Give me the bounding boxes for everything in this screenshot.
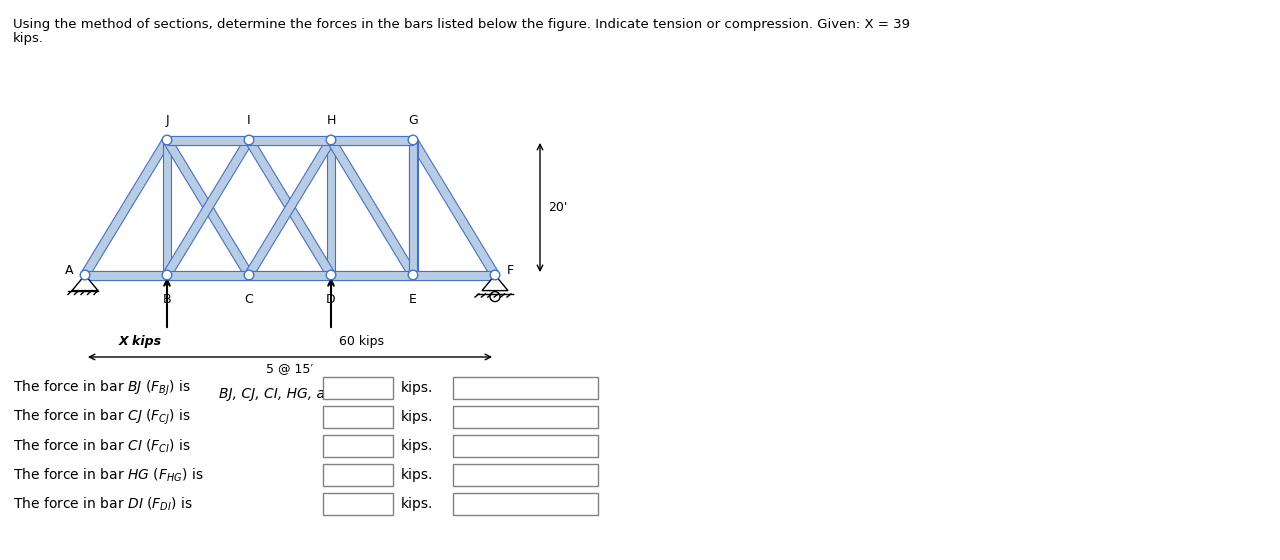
Bar bbox=[323, 435, 393, 457]
Text: G: G bbox=[408, 114, 417, 127]
Bar bbox=[323, 493, 393, 515]
Text: 60 kips: 60 kips bbox=[339, 335, 384, 348]
Polygon shape bbox=[332, 136, 413, 144]
Circle shape bbox=[490, 270, 499, 280]
Text: The force in bar $\mathit{CI}$ ($F_{\mathit{CI}}$) is: The force in bar $\mathit{CI}$ ($F_{\mat… bbox=[13, 437, 191, 455]
Circle shape bbox=[408, 135, 417, 145]
Text: ∨: ∨ bbox=[582, 412, 590, 422]
Text: I: I bbox=[247, 114, 251, 127]
Text: D: D bbox=[326, 293, 335, 306]
Text: kips.: kips. bbox=[401, 439, 434, 453]
Polygon shape bbox=[246, 138, 335, 277]
Polygon shape bbox=[163, 138, 253, 277]
Bar bbox=[323, 464, 393, 486]
Polygon shape bbox=[250, 136, 332, 144]
Bar bbox=[453, 464, 598, 486]
Text: (Click to select): (Click to select) bbox=[461, 497, 553, 511]
Text: Using the method of sections, determine the forces in the bars listed below the : Using the method of sections, determine … bbox=[13, 18, 910, 31]
Text: (Click to select): (Click to select) bbox=[461, 440, 553, 452]
Text: ∨: ∨ bbox=[582, 499, 590, 509]
Circle shape bbox=[326, 270, 335, 280]
Polygon shape bbox=[332, 270, 413, 279]
Polygon shape bbox=[332, 136, 413, 144]
Text: (Click to select): (Click to select) bbox=[461, 410, 553, 423]
Text: B: B bbox=[163, 293, 172, 306]
Text: 20': 20' bbox=[548, 201, 567, 214]
Polygon shape bbox=[84, 270, 166, 279]
Text: J: J bbox=[165, 114, 169, 127]
Text: kips.: kips. bbox=[401, 381, 434, 395]
Polygon shape bbox=[326, 140, 335, 275]
Bar bbox=[323, 377, 393, 399]
Circle shape bbox=[326, 135, 335, 145]
Text: The force in bar $\mathit{CJ}$ ($F_{\mathit{CJ}}$) is: The force in bar $\mathit{CJ}$ ($F_{\mat… bbox=[13, 407, 191, 427]
Text: E: E bbox=[410, 293, 417, 306]
Polygon shape bbox=[166, 270, 250, 279]
Polygon shape bbox=[166, 136, 250, 144]
Text: ∨: ∨ bbox=[582, 470, 590, 480]
Polygon shape bbox=[332, 270, 413, 279]
Polygon shape bbox=[250, 136, 332, 144]
Polygon shape bbox=[250, 270, 332, 279]
Text: X kips: X kips bbox=[119, 335, 163, 348]
Polygon shape bbox=[163, 140, 172, 275]
Polygon shape bbox=[81, 138, 170, 277]
Polygon shape bbox=[408, 140, 417, 275]
Text: BJ, CJ, CI, HG, and DI: BJ, CJ, CI, HG, and DI bbox=[219, 387, 361, 401]
Circle shape bbox=[81, 270, 90, 280]
Bar bbox=[453, 377, 598, 399]
Polygon shape bbox=[250, 270, 332, 279]
Polygon shape bbox=[166, 270, 250, 279]
Polygon shape bbox=[166, 136, 250, 144]
Text: kips.: kips. bbox=[401, 497, 434, 511]
Text: ∨: ∨ bbox=[582, 383, 590, 393]
Text: The force in bar $\mathit{DI}$ ($F_{\mathit{DI}}$) is: The force in bar $\mathit{DI}$ ($F_{\mat… bbox=[13, 495, 193, 513]
Text: ∨: ∨ bbox=[582, 441, 590, 451]
Polygon shape bbox=[328, 138, 417, 277]
Text: The force in bar $\mathit{BJ}$ ($F_{\mathit{BJ}}$) is: The force in bar $\mathit{BJ}$ ($F_{\mat… bbox=[13, 379, 191, 398]
Bar bbox=[453, 435, 598, 457]
Circle shape bbox=[490, 292, 500, 302]
Circle shape bbox=[244, 135, 253, 145]
Circle shape bbox=[408, 270, 417, 280]
Text: H: H bbox=[326, 114, 335, 127]
Polygon shape bbox=[483, 275, 508, 291]
Polygon shape bbox=[410, 140, 417, 275]
Text: A: A bbox=[64, 264, 73, 277]
Text: C: C bbox=[244, 293, 253, 306]
Polygon shape bbox=[84, 270, 166, 279]
Polygon shape bbox=[72, 275, 99, 291]
Bar bbox=[453, 493, 598, 515]
Text: kips.: kips. bbox=[13, 32, 44, 45]
Bar bbox=[453, 406, 598, 428]
Text: 5 @ 15′: 5 @ 15′ bbox=[266, 362, 314, 375]
Polygon shape bbox=[246, 138, 335, 277]
Circle shape bbox=[163, 135, 172, 145]
Circle shape bbox=[244, 270, 253, 280]
Text: kips.: kips. bbox=[401, 410, 434, 424]
Polygon shape bbox=[163, 138, 253, 277]
Text: The force in bar $\mathit{HG}$ ($F_{\mathit{HG}}$) is: The force in bar $\mathit{HG}$ ($F_{\mat… bbox=[13, 466, 204, 484]
Text: (Click to select): (Click to select) bbox=[461, 469, 553, 482]
Circle shape bbox=[163, 270, 172, 280]
Polygon shape bbox=[413, 270, 495, 279]
Bar bbox=[323, 406, 393, 428]
Polygon shape bbox=[410, 138, 499, 277]
Text: (Click to select): (Click to select) bbox=[461, 381, 553, 394]
Text: kips.: kips. bbox=[401, 468, 434, 482]
Polygon shape bbox=[413, 270, 495, 279]
Text: F: F bbox=[507, 264, 515, 277]
